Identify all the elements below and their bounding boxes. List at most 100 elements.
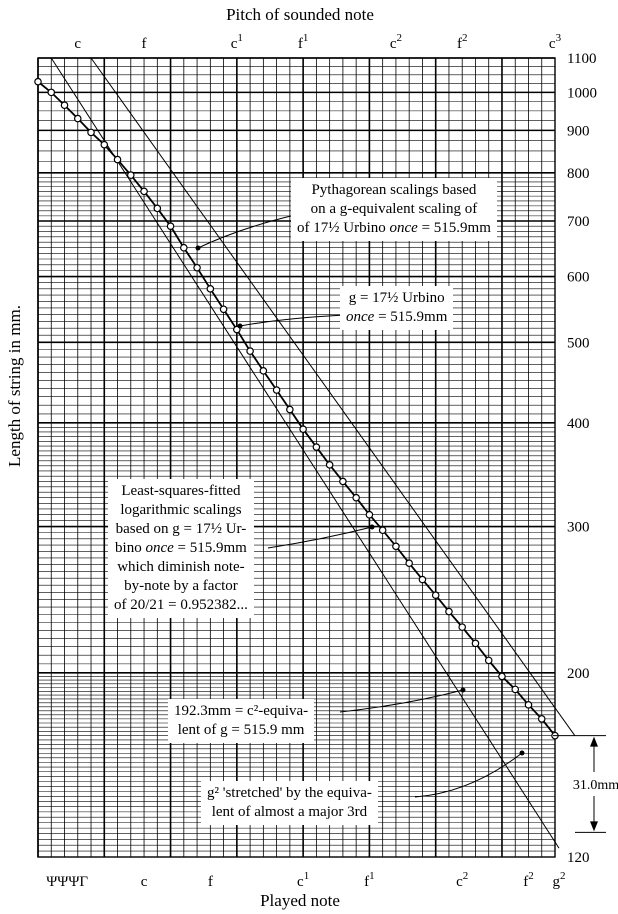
y-axis-title: Length of string in mm. <box>5 305 24 467</box>
y-tick-label: 200 <box>567 666 590 682</box>
annotation-line: g² 'stretched' by the equiva- <box>207 785 372 801</box>
data-point <box>299 425 307 433</box>
leader-line <box>339 689 464 713</box>
dimension-marker: 31.0mm <box>553 735 618 833</box>
top-tick-label: f1 <box>298 32 309 52</box>
reference-line <box>50 57 560 849</box>
marker-label: 31.0mm <box>573 778 618 793</box>
data-point <box>484 656 493 665</box>
data-point <box>166 222 175 230</box>
annotation-line: Least-squares-fitted <box>121 483 241 499</box>
data-point <box>259 367 268 375</box>
data-point <box>219 305 228 314</box>
leader-arrowhead <box>369 524 375 530</box>
leader-line <box>414 752 523 798</box>
y-tick-labels: 1100 1000 900 800 700 600 500 400 300 200 120 <box>567 51 597 866</box>
top-tick-label: c1 <box>231 32 243 52</box>
top-tick-label: f <box>142 36 147 52</box>
reference-line <box>90 57 576 736</box>
data-point <box>87 128 95 137</box>
leader-arrowhead <box>237 323 243 329</box>
annotation-leaders <box>195 214 525 798</box>
y-tick-label: 120 <box>567 850 590 866</box>
annotation-line: of 20/21 = 0.952382... <box>114 597 248 613</box>
series-line <box>37 81 556 737</box>
data-point <box>180 243 188 252</box>
data-point <box>206 285 215 293</box>
data-point <box>34 77 42 86</box>
data-point <box>246 347 254 355</box>
bottom-tick-label: f <box>208 874 213 890</box>
annotation-line: by-note by a factor <box>124 578 238 594</box>
annotation-line: bino once = 515.9mm <box>115 540 247 556</box>
data-point <box>100 140 109 149</box>
marker-arrow-up <box>590 736 598 747</box>
bottom-tick-labels: ΨΨΨΓ c f c1 f1 c2 f2 g2 <box>46 870 565 890</box>
data-point <box>193 263 201 272</box>
data-point <box>537 715 546 723</box>
bottom-tick-label: c1 <box>297 870 309 890</box>
annotation-line: lent of almost a major 3rd <box>211 804 368 820</box>
annotation-line: of 17½ Urbino once = 515.9mm <box>297 220 491 236</box>
annotation-line: once = 515.9mm <box>346 309 448 325</box>
annotation-line: logarithmic scalings <box>120 502 242 518</box>
leader-arrowhead <box>460 687 466 693</box>
data-point <box>365 510 374 519</box>
plot-frame <box>37 57 556 858</box>
leader-arrowhead <box>519 750 525 756</box>
marker-arrow-down <box>590 821 598 832</box>
top-tick-label: c3 <box>549 32 562 52</box>
data-point <box>312 443 321 451</box>
data-point <box>418 575 427 584</box>
data-point <box>378 526 387 534</box>
y-tick-label: 1000 <box>567 85 597 101</box>
data-point <box>511 685 520 694</box>
annotation-box: g = 17½ Urbino once = 515.9mm <box>340 286 454 330</box>
data-point <box>113 155 122 164</box>
data-point <box>153 204 162 213</box>
data-point <box>60 101 69 110</box>
annotation-line: which diminish note- <box>117 559 245 575</box>
annotation-line: 192.3mm = c²-equiva- <box>174 703 309 719</box>
top-axis-title: Pitch of sounded note <box>226 5 374 24</box>
annotation-box: Pythagorean scalings based on a g-equival… <box>291 178 497 241</box>
data-point <box>325 461 334 469</box>
annotation-line: lent of g = 515.9 mm <box>177 722 305 738</box>
leader-line <box>239 314 346 327</box>
leader-line <box>267 526 373 549</box>
data-series <box>34 77 559 740</box>
annotation-box: 192.3mm = c²-equiva-lent of g = 515.9 mm <box>168 699 315 743</box>
data-point <box>524 701 533 709</box>
data-point <box>140 187 148 196</box>
reference-lines <box>50 57 576 849</box>
annotation-box: Least-squares-fitted logarithmic scalings… <box>108 479 254 618</box>
x-axis-title: Played note <box>260 891 340 910</box>
data-point <box>458 623 467 631</box>
annotation-box: g² 'stretched' by the equiva-lent of alm… <box>201 781 378 825</box>
bottom-tick-label: f1 <box>364 870 375 890</box>
y-tick-label: 400 <box>567 416 590 432</box>
y-tick-label: 900 <box>567 123 590 139</box>
bottom-tick-label: c2 <box>456 870 468 890</box>
leader-arrowhead <box>195 245 201 251</box>
leader-line <box>197 214 296 249</box>
bottom-tick-label: g2 <box>552 870 565 890</box>
data-point <box>126 171 135 179</box>
top-tick-label: f2 <box>457 32 468 52</box>
data-point <box>405 559 413 568</box>
data-point <box>233 325 241 334</box>
y-tick-label: 1100 <box>567 51 596 67</box>
bottom-tick-label: f2 <box>523 870 534 890</box>
annotation-line: Pythagorean scalings based <box>311 182 477 198</box>
top-tick-label: c <box>74 36 81 52</box>
data-point <box>471 639 480 648</box>
y-tick-label: 500 <box>567 335 590 351</box>
annotation-line: based on g = 17½ Ur- <box>115 521 247 537</box>
y-tick-label: 700 <box>567 214 590 230</box>
top-tick-labels: c f c1 f1 c2 f2 c3 <box>74 32 561 52</box>
data-point <box>498 672 506 681</box>
bottom-tick-label: c <box>141 874 148 890</box>
bottom-tick-label: ΨΨΨΓ <box>46 874 88 890</box>
data-point <box>339 477 347 486</box>
